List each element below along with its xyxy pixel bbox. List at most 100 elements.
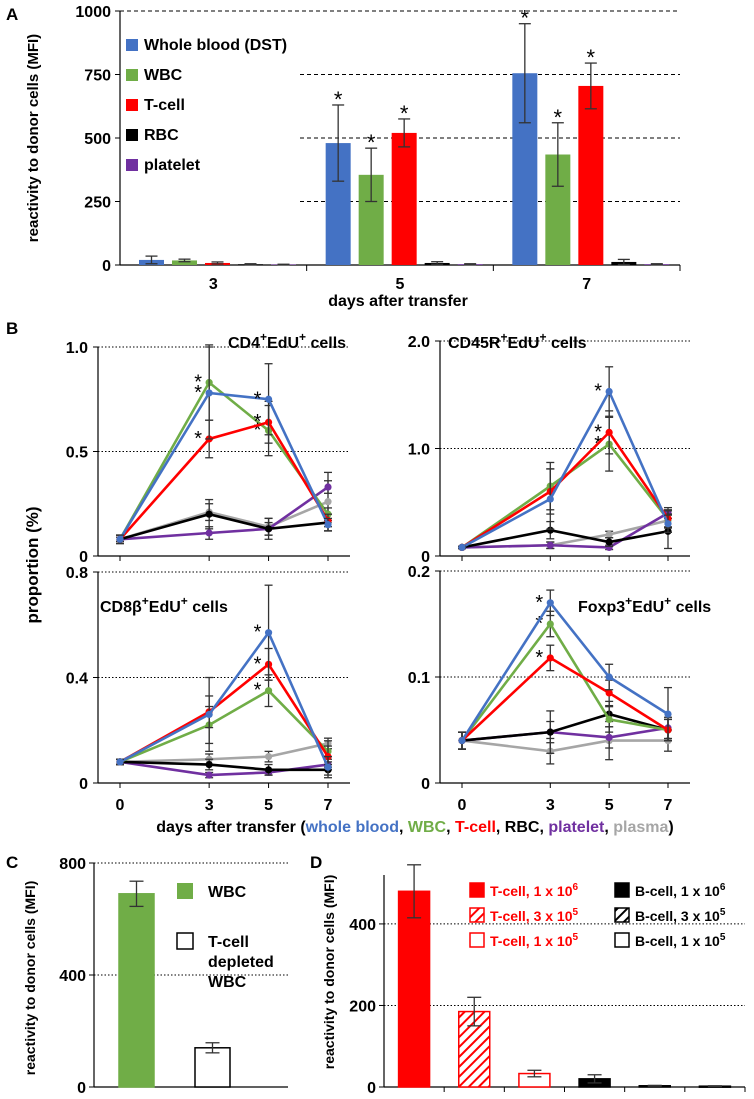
- data-point: [605, 689, 613, 697]
- legend-swatch: [126, 69, 138, 81]
- data-point: [264, 766, 273, 774]
- legend-swatch: [176, 932, 194, 950]
- legend-label: RBC: [144, 127, 179, 144]
- subplot-title-part: +: [181, 594, 188, 608]
- significance-star: *: [194, 372, 202, 394]
- subplot-title: CD8β+EdU+ cells: [100, 594, 228, 616]
- series-line: [119, 760, 328, 772]
- series-line: [460, 600, 669, 742]
- subplot-title-part: CD8β: [100, 599, 142, 616]
- legend-label-base: T-cell, 3 x 10: [490, 908, 573, 924]
- bar: [391, 132, 417, 265]
- significance-star: *: [254, 680, 262, 702]
- y-tick-label: 750: [84, 68, 111, 85]
- legend-label-base: B-cell, 1 x 10: [635, 883, 720, 899]
- y-tick-label: 0: [421, 549, 430, 566]
- subplot-title-part: Foxp3: [578, 599, 625, 616]
- series-line: [461, 656, 669, 742]
- significance-star: *: [254, 420, 262, 442]
- subplot-title-part: +: [142, 594, 149, 608]
- series-line: [461, 442, 670, 549]
- series-line: [461, 430, 670, 549]
- data-point: [324, 763, 332, 771]
- series-line: [461, 511, 669, 549]
- data-point: [546, 728, 554, 736]
- xlabel-suffix: ): [668, 819, 673, 836]
- xlabel-prefix: days after transfer (: [156, 819, 306, 836]
- bar: [118, 893, 155, 1088]
- legend-swatch: [177, 883, 193, 899]
- data-point: [205, 510, 213, 518]
- y-tick-label: 2.0: [408, 334, 430, 351]
- legend-label-base: B-cell, 1 x 10: [635, 933, 720, 949]
- chart-b-ylabel: proportion (%): [23, 506, 42, 623]
- subplot-title-part: EdU: [149, 599, 181, 616]
- legend-swatch: [469, 932, 485, 948]
- series-line: [461, 712, 669, 742]
- y-tick-label: 1000: [75, 4, 111, 21]
- data-point: [546, 526, 554, 534]
- legend-label: platelet: [144, 157, 201, 174]
- legend-swatch: [126, 99, 138, 111]
- subplot-title-part: +: [539, 330, 546, 344]
- data-point: [605, 543, 613, 552]
- legend-label-exp: 5: [720, 907, 726, 918]
- x-tick-label: 7: [582, 276, 591, 293]
- significance-star: *: [254, 388, 262, 410]
- y-tick-label: 1.0: [408, 442, 430, 459]
- legend-label-exp: 5: [573, 932, 579, 943]
- significance-star: *: [521, 6, 530, 31]
- significance-star: *: [535, 647, 543, 669]
- x-tick-label: 3: [209, 276, 218, 293]
- y-tick-label: 0.2: [408, 564, 430, 581]
- panel-label-d: D: [310, 853, 322, 872]
- y-tick-label: 0.1: [408, 670, 430, 687]
- y-tick-label: 500: [84, 131, 111, 148]
- xlabel-sep: ,: [539, 819, 548, 836]
- significance-star: *: [535, 613, 543, 635]
- significance-star: *: [594, 421, 602, 443]
- chart-b-cd4: 00.51.0 CD4+EdU+ cells***** *: [66, 330, 350, 566]
- subplot-title-part: +: [299, 330, 306, 344]
- xlabel-sep: ,: [604, 819, 613, 836]
- data-point: [605, 673, 613, 681]
- significance-star: *: [254, 622, 262, 644]
- legend-label: B-cell, 3 x 105: [635, 907, 726, 924]
- xlabel-item-0: whole blood: [305, 819, 399, 836]
- y-tick-label: 0.8: [66, 565, 88, 582]
- data-point: [605, 733, 613, 742]
- data-point: [205, 771, 213, 779]
- legend-label: WBC: [208, 884, 247, 901]
- y-tick-label: 400: [59, 968, 86, 985]
- chart-b-xlabel: days after transfer (whole blood, WBC, T…: [156, 819, 673, 836]
- legend-label-base: B-cell, 3 x 10: [635, 908, 720, 924]
- legend-swatch: [614, 932, 630, 948]
- xlabel-sep: ,: [399, 819, 408, 836]
- data-point: [458, 737, 466, 745]
- data-point: [264, 753, 273, 761]
- legend-label: T-cell, 3 x 105: [490, 907, 579, 924]
- subplot-title-part: +: [500, 330, 507, 344]
- series-line: [119, 630, 330, 768]
- y-tick-label: 0: [79, 549, 88, 566]
- significance-star: *: [587, 45, 596, 70]
- legend-label: Whole blood (DST): [144, 37, 287, 54]
- data-point: [546, 599, 554, 607]
- significance-star: *: [535, 592, 543, 614]
- y-tick-label: 0: [421, 776, 430, 793]
- significance-star: *: [554, 105, 563, 130]
- data-point: [324, 521, 332, 529]
- legend-label: T-cell, 1 x 106: [490, 882, 579, 899]
- data-point: [458, 543, 466, 552]
- y-tick-label: 0: [77, 1080, 86, 1097]
- panel-label-a: A: [6, 5, 18, 24]
- x-tick-label: 3: [546, 797, 555, 814]
- series-line: [461, 739, 668, 753]
- subplot-title-part: EdU: [507, 335, 539, 352]
- x-tick-label: 5: [396, 276, 405, 293]
- subplot-title: Foxp3+EdU+ cells: [578, 594, 711, 616]
- bar: [194, 1047, 231, 1088]
- legend-label: T-cell: [208, 934, 249, 951]
